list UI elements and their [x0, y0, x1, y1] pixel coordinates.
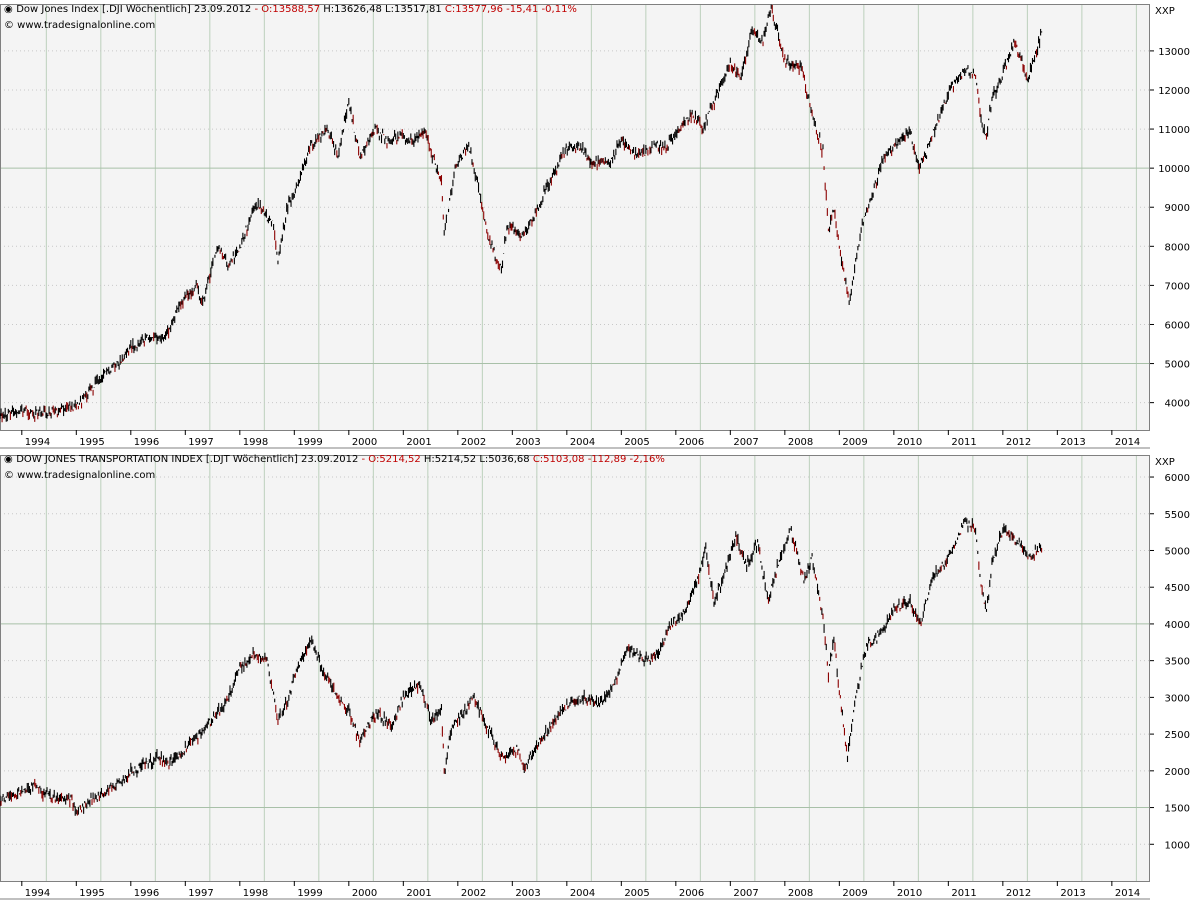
axis-unit-label: XXP: [1155, 6, 1175, 17]
y-tick-label: 5500: [1165, 510, 1190, 521]
chart1-date: 23.09.2012: [194, 4, 252, 15]
x-tick-label: 2000: [352, 437, 377, 448]
x-tick-label: 2002: [461, 437, 486, 448]
y-tick-label: 4000: [1165, 399, 1190, 410]
x-tick-label: 2007: [733, 888, 758, 899]
x-tick-label: 2003: [515, 437, 540, 448]
plot-frame-2: [0, 455, 1150, 882]
x-tick-label: 2012: [1006, 888, 1031, 899]
y-tick-label: 4000: [1165, 620, 1190, 631]
chart2-high: H:5214,52: [423, 454, 477, 465]
y-tick-label: 1500: [1165, 804, 1190, 815]
x-tick-label: 1996: [134, 437, 159, 448]
x-tick-label: 1999: [297, 437, 322, 448]
y-tick-label: 3000: [1165, 693, 1190, 704]
chart2-source: © www.tradesignalonline.com: [4, 470, 156, 481]
x-tick-label: 1998: [243, 888, 268, 899]
chart2-date: 23.09.2012: [301, 454, 359, 465]
x-tick-label: 2011: [951, 437, 976, 448]
chart1-open: O:13588,57: [261, 4, 321, 15]
y-tick-label: 2500: [1165, 730, 1190, 741]
x-tick-label: 1998: [243, 437, 268, 448]
price-series-2: [0, 517, 1043, 816]
y-tick-label: 9000: [1165, 203, 1190, 214]
x-tick-label: 2008: [788, 437, 813, 448]
y-tick-label: 4500: [1165, 583, 1190, 594]
x-tick-label: 2009: [842, 437, 867, 448]
x-tick-label: 2008: [788, 888, 813, 899]
x-tick-label: 2012: [1006, 437, 1031, 448]
y-tick-label: 5000: [1165, 546, 1190, 557]
x-tick-label: 2003: [515, 888, 540, 899]
x-tick-label: 2001: [406, 888, 431, 899]
chart-marker-icon: ◉: [4, 454, 13, 465]
y-tick-label: 10000: [1158, 164, 1190, 175]
y-tick-label: 11000: [1158, 125, 1190, 136]
y-tick-label: 12000: [1158, 86, 1190, 97]
chart1-title: Dow Jones Index [.DJI Wöchentlich]: [16, 4, 191, 15]
chart1-high: H:13626,48: [323, 4, 382, 15]
x-tick-label: 1995: [79, 437, 104, 448]
plot-area-2: [0, 455, 1150, 881]
x-tick-label: 2005: [624, 437, 649, 448]
y-tick-label: 6000: [1165, 473, 1190, 484]
x-tick-label: 1995: [79, 888, 104, 899]
x-tick-label: 2006: [679, 888, 704, 899]
x-tick-label: 2009: [842, 888, 867, 899]
x-tick-label: 2000: [352, 888, 377, 899]
x-tick-label: 2013: [1060, 437, 1085, 448]
y-tick-label: 1000: [1165, 840, 1190, 851]
chart-marker-icon: ◉: [4, 4, 13, 15]
x-tick-label: 2005: [624, 888, 649, 899]
x-tick-label: 2013: [1060, 888, 1085, 899]
x-tick-label: 2014: [1115, 437, 1140, 448]
y-tick-label: 7000: [1165, 281, 1190, 292]
x-tick-label: 2004: [570, 888, 595, 899]
chart1-low: L:13517,81: [385, 4, 442, 15]
chart1-close: C:13577,96 -15,41 -0,11%: [444, 4, 577, 15]
y-tick-label: 3500: [1165, 657, 1190, 668]
y-tick-label: 2000: [1165, 767, 1190, 778]
price-series-1: [0, 4, 1043, 423]
x-tick-label: 2011: [951, 888, 976, 899]
chart1-header: ◉ Dow Jones Index [.DJI Wöchentlich] 23.…: [4, 4, 577, 15]
chart2-close: C:5103,08 -112,89 -2,16%: [532, 454, 665, 465]
x-tick-label: 2004: [570, 437, 595, 448]
y-tick-label: 5000: [1165, 360, 1190, 371]
chart2-low: L:5036,68: [479, 454, 530, 465]
x-tick-label: 1994: [25, 437, 50, 448]
plot-area-1: [0, 4, 1150, 430]
x-tick-label: 1999: [297, 888, 322, 899]
y-tick-label: 8000: [1165, 242, 1190, 253]
chart2-header: ◉ DOW JONES TRANSPORTATION INDEX [.DJT W…: [4, 454, 665, 465]
chart1-source: © www.tradesignalonline.com: [4, 20, 156, 31]
x-tick-label: 1997: [188, 888, 213, 899]
x-tick-label: 1996: [134, 888, 159, 899]
y-tick-label: 13000: [1158, 47, 1190, 58]
axis-unit-label: XXP: [1155, 457, 1175, 468]
x-tick-label: 2001: [406, 437, 431, 448]
x-tick-label: 2002: [461, 888, 486, 899]
x-tick-label: 1994: [25, 888, 50, 899]
chart2-open: O:5214,52: [368, 454, 421, 465]
x-tick-label: 2006: [679, 437, 704, 448]
y-tick-label: 6000: [1165, 320, 1190, 331]
chart2-title: DOW JONES TRANSPORTATION INDEX [.DJT Wöc…: [16, 454, 298, 465]
plot-frame-1: [0, 4, 1150, 431]
x-tick-label: 2010: [897, 437, 922, 448]
x-tick-label: 2010: [897, 888, 922, 899]
x-tick-label: 2007: [733, 437, 758, 448]
x-tick-label: 2014: [1115, 888, 1140, 899]
x-tick-label: 1997: [188, 437, 213, 448]
